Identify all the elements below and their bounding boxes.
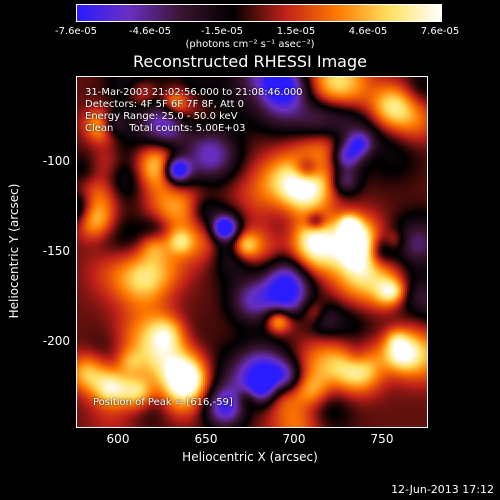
colorbar-units: (photons cm⁻² s⁻¹ asec⁻²) bbox=[185, 39, 315, 50]
solar-image: 31-Mar-2003 21:02:56.000 to 21:08:46.000… bbox=[76, 76, 428, 428]
image-title: Reconstructed RHESSI Image bbox=[133, 52, 367, 71]
y-axis-label: Heliocentric Y (arcsec) bbox=[7, 183, 21, 319]
peak-position-label: Position of Peak = [616,-59] bbox=[93, 397, 233, 408]
y-tick: -100 bbox=[42, 154, 70, 168]
x-tick: 700 bbox=[282, 432, 306, 446]
time-range-label: 31-Mar-2003 21:02:56.000 to 21:08:46.000 bbox=[85, 87, 303, 98]
x-tick: 600 bbox=[106, 432, 130, 446]
x-tick: 750 bbox=[370, 432, 394, 446]
colorbar-tick: -1.5e-05 bbox=[201, 26, 243, 37]
colorbar-tick: 4.6e-05 bbox=[348, 26, 388, 37]
y-tick: -150 bbox=[42, 244, 70, 258]
hxr-map bbox=[77, 77, 427, 427]
detectors-label: Detectors: 4F 5F 6F 7F 8F, Att 0 bbox=[85, 99, 245, 110]
y-tick: -200 bbox=[42, 334, 70, 348]
x-tick: 650 bbox=[194, 432, 218, 446]
colorbar bbox=[76, 4, 442, 22]
x-axis-label: Heliocentric X (arcsec) bbox=[182, 450, 318, 464]
datestamp: 12-Jun-2013 17:12 bbox=[391, 483, 494, 496]
clean-counts-label: Clean Total counts: 5.00E+03 bbox=[85, 123, 246, 134]
energy-range-label: Energy Range: 25.0 - 50.0 keV bbox=[85, 111, 238, 122]
colorbar-tick: -4.6e-05 bbox=[129, 26, 171, 37]
colorbar-tick: 1.5e-05 bbox=[276, 26, 316, 37]
colorbar-tick: -7.6e-05 bbox=[55, 26, 97, 37]
colorbar-tick: 7.6e-05 bbox=[420, 26, 460, 37]
